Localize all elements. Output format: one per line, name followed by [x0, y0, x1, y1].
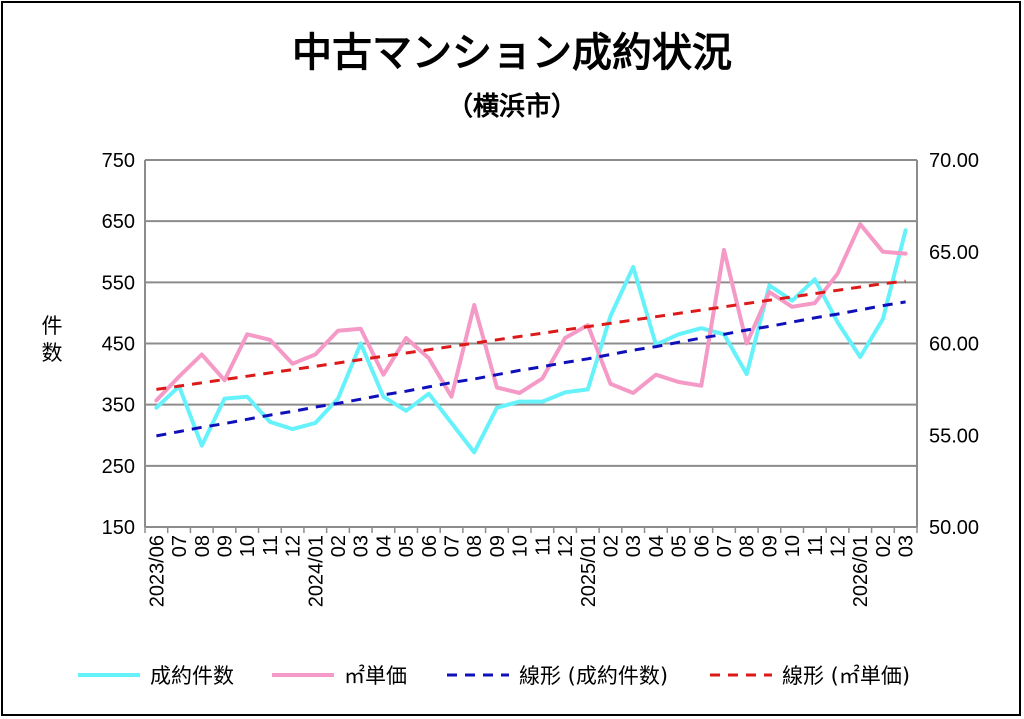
- y-left-tick-label: 150: [102, 517, 135, 539]
- y-right-tick-label: 60.00: [929, 334, 979, 356]
- chart-subtitle: （横浜市）: [447, 91, 577, 122]
- y-left-tick-label: 550: [102, 272, 135, 294]
- y-left-tick-label: 450: [102, 334, 135, 356]
- x-tick-label: 02: [600, 535, 622, 557]
- x-tick-label: 09: [759, 535, 781, 557]
- x-tick-label: 09: [214, 535, 236, 557]
- x-tick-label: 02: [873, 535, 895, 557]
- x-tick-label: 2024/01: [305, 535, 327, 607]
- legend-label: ㎡単価: [344, 664, 407, 688]
- x-tick-label: 04: [646, 535, 668, 557]
- x-tick-label: 12: [828, 535, 850, 557]
- series-line-3: [156, 279, 906, 391]
- y-left-tick-label: 650: [102, 211, 135, 233]
- x-tick-label: 03: [623, 535, 645, 557]
- x-tick-label: 11: [805, 535, 827, 556]
- y-axis-label-char: 数: [42, 341, 63, 365]
- y-left-tick-label: 250: [102, 456, 135, 478]
- y-axis-label: 件数: [42, 314, 63, 365]
- x-tick-label: 05: [669, 535, 691, 557]
- x-tick-label: 2026/01: [850, 535, 872, 607]
- x-tick-label: 12: [555, 535, 577, 557]
- chart-title: 中古マンション成約状況: [292, 30, 732, 76]
- legend-label: 線形 (㎡単価): [782, 664, 910, 688]
- series-lines: [154, 222, 908, 455]
- x-tick-label: 05: [396, 535, 418, 557]
- gridlines: [144, 159, 918, 533]
- x-tick-label: 03: [896, 535, 918, 557]
- series-line-2: [156, 300, 906, 438]
- series-line-0: [154, 228, 908, 455]
- legend-label: 線形 (成約件数): [519, 664, 668, 688]
- y-left-tick-label: 350: [102, 395, 135, 417]
- y-left-tick-label: 750: [102, 150, 135, 172]
- y-right-tick-label: 55.00: [929, 425, 979, 447]
- y-right-ticks: 50.00 55.00 60.00 65.00 70.00: [929, 150, 979, 539]
- x-tick-label: 08: [464, 535, 486, 557]
- x-tick-label: 11: [532, 535, 554, 556]
- y-axis-label-char: 件: [42, 314, 63, 338]
- x-tick-label: 02: [328, 535, 350, 557]
- legend: 成約件数 ㎡単価 線形 (成約件数) 線形 (㎡単価): [78, 664, 910, 688]
- x-tick-label: 07: [169, 535, 191, 557]
- x-tick-label: 08: [737, 535, 759, 557]
- x-tick-label: 2025/01: [578, 535, 600, 607]
- x-tick-label: 07: [442, 535, 464, 557]
- legend-label: 成約件数: [150, 664, 234, 688]
- x-tick-label: 06: [691, 535, 713, 557]
- x-ticks: 2023/06 07 08 09 10 11 12 2024/01 02 03 04 05 06 07 08…: [146, 535, 917, 607]
- y-left-ticks: 150 250 350 450 550 650 750: [102, 150, 135, 539]
- x-tick-label: 07: [714, 535, 736, 557]
- x-tick-label: 04: [373, 535, 395, 557]
- x-tick-label: 10: [237, 535, 259, 557]
- x-tick-label: 11: [260, 535, 282, 556]
- x-tick-label: 10: [782, 535, 804, 557]
- y-right-tick-label: 65.00: [929, 242, 979, 264]
- x-tick-label: 10: [510, 535, 532, 557]
- y-right-tick-label: 70.00: [929, 150, 979, 172]
- x-tick-label: 2023/06: [146, 535, 168, 607]
- x-tick-label: 06: [419, 535, 441, 557]
- x-tick-label: 03: [351, 535, 373, 557]
- x-tick-label: 12: [283, 535, 305, 557]
- x-tick-label: 08: [192, 535, 214, 557]
- y-right-tick-label: 50.00: [929, 517, 979, 539]
- x-tick-label: 09: [487, 535, 509, 557]
